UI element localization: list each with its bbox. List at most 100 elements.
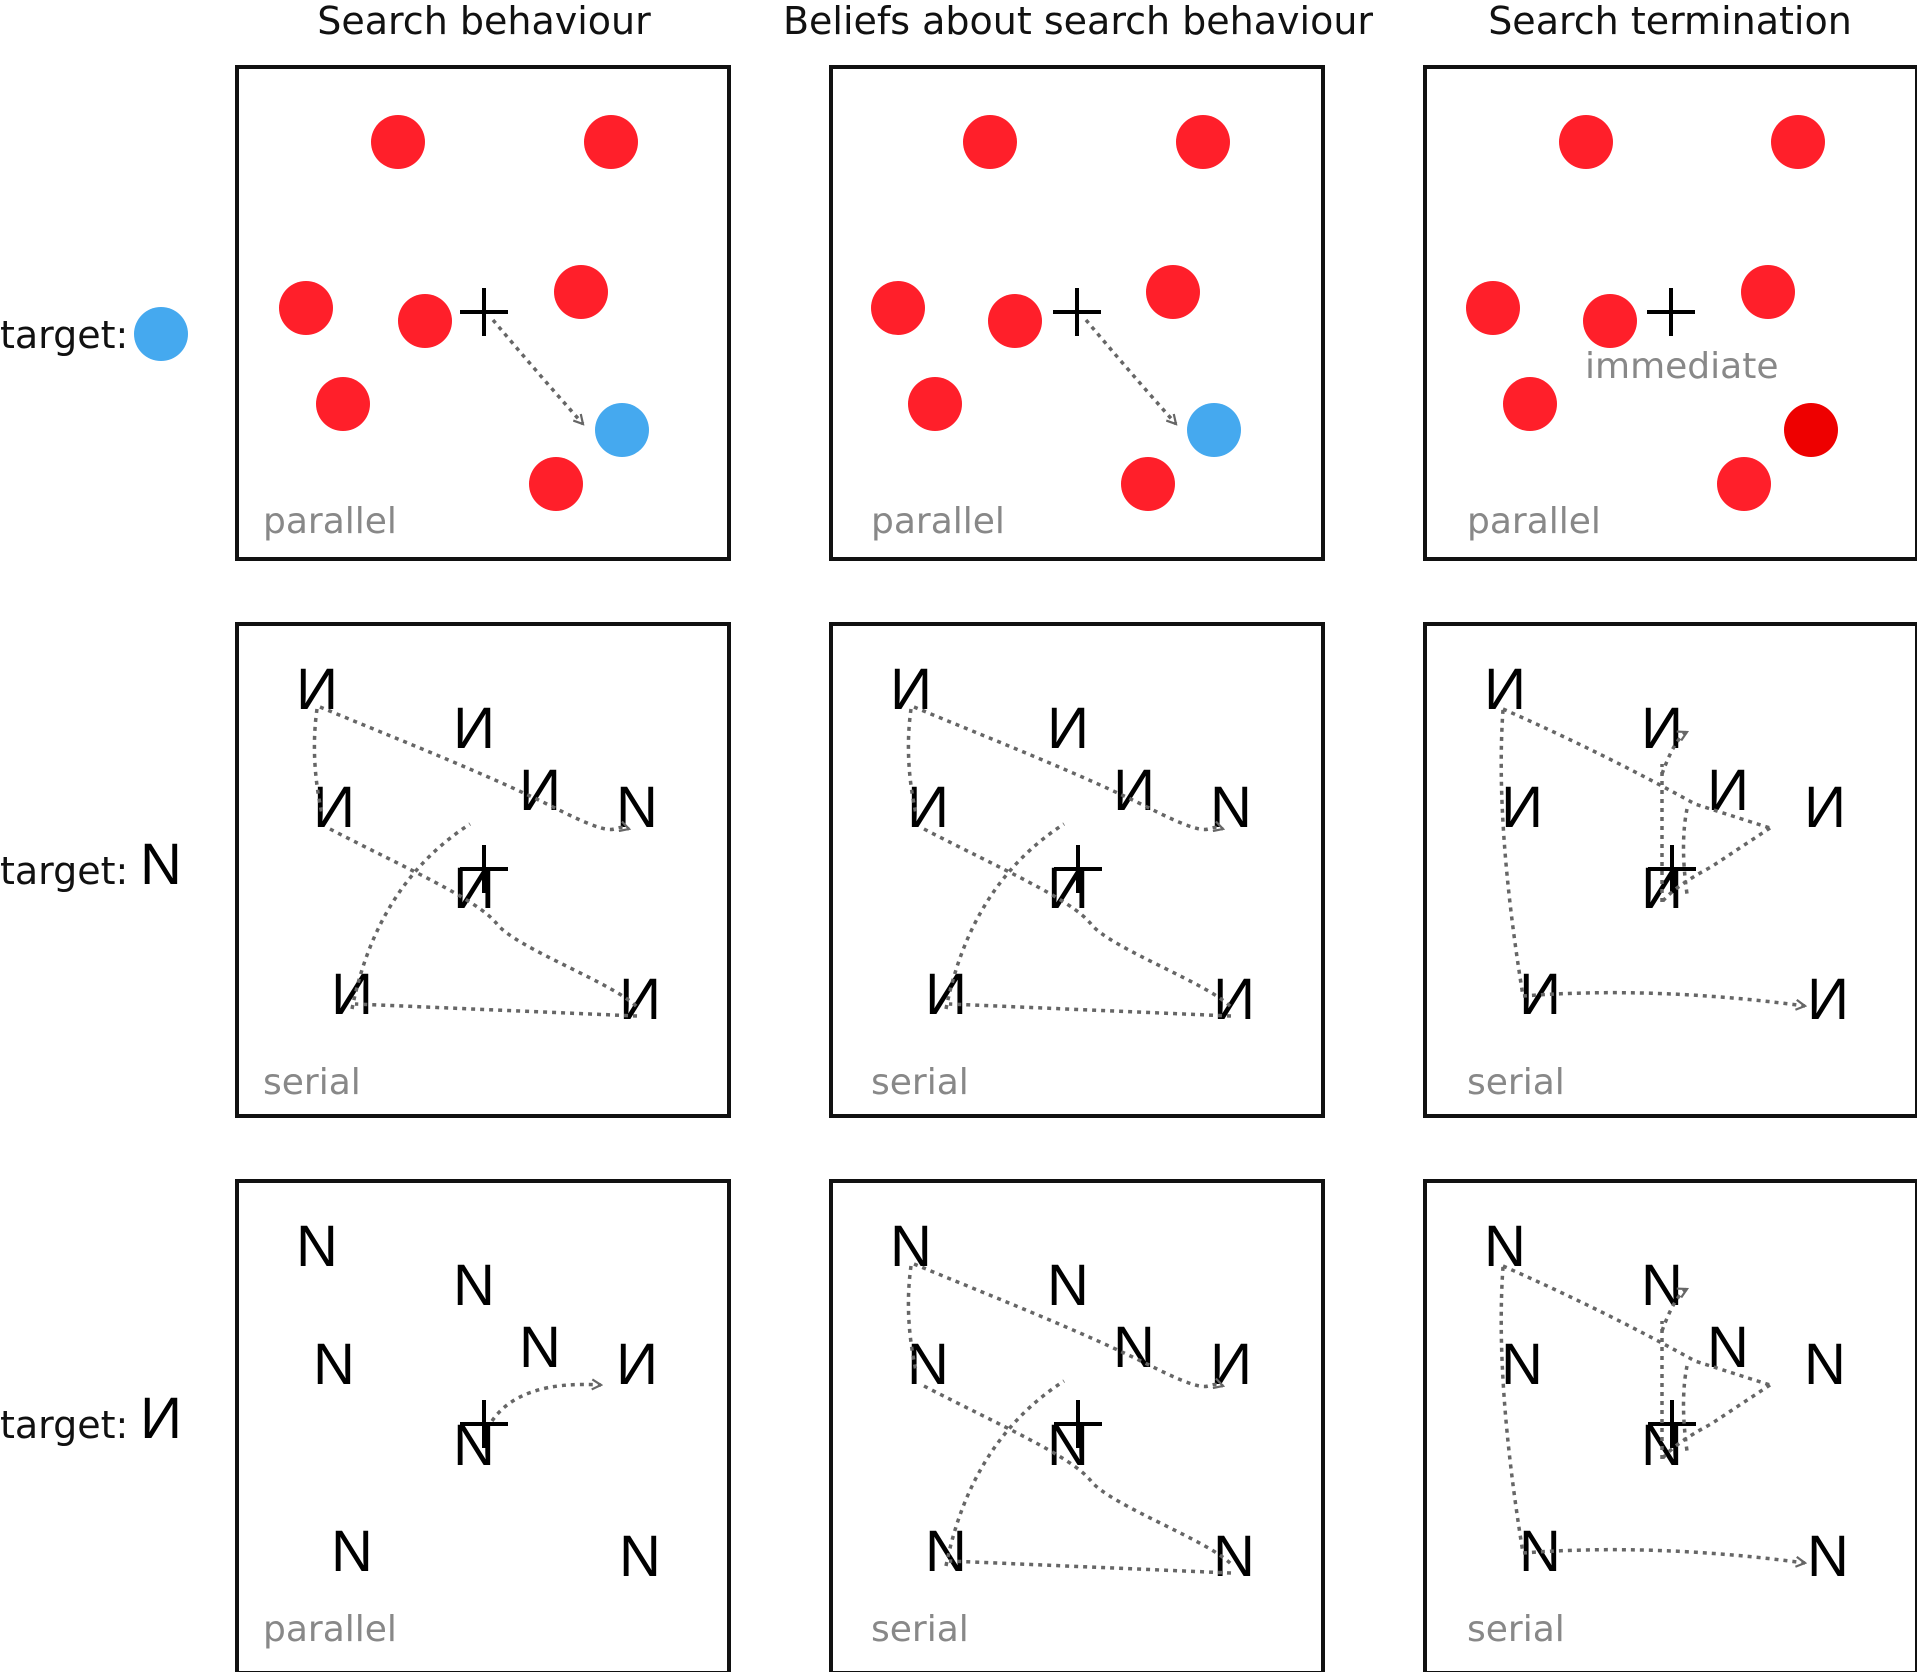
column-title-beliefs: Beliefs about search behaviour <box>783 0 1373 43</box>
distractor-disc <box>1717 457 1771 511</box>
fixation-cross <box>460 288 508 336</box>
search-path <box>1681 1365 1689 1452</box>
letter-n: N <box>1501 1332 1543 1397</box>
distractor-disc <box>1771 115 1825 169</box>
search-path <box>923 1384 1235 1568</box>
distractor-disc <box>988 294 1042 348</box>
panel-mode-label: serial <box>263 1062 361 1103</box>
immediate-termination-label: immediate <box>1585 346 1778 387</box>
panel-mode-label: parallel <box>263 501 397 542</box>
distractor-disc <box>871 281 925 335</box>
panel-mode-label: serial <box>871 1062 969 1103</box>
panel-mode-label: parallel <box>871 501 1005 542</box>
search-path <box>329 827 641 1011</box>
distractor-disc <box>584 115 638 169</box>
panel-mode-label: parallel <box>263 1609 397 1650</box>
letter-n: N <box>1807 1524 1849 1589</box>
fixation-cross <box>1054 1400 1102 1448</box>
letter-n: N <box>331 1519 373 1584</box>
search-path <box>906 1265 918 1372</box>
distractor-disc <box>279 281 333 335</box>
distractor-mirrored-n: N <box>453 856 495 921</box>
distractor-disc <box>1176 115 1230 169</box>
distractor-disc <box>316 377 370 431</box>
search-path <box>1660 730 1687 775</box>
distractor-mirrored-n: N <box>1501 775 1543 840</box>
distractor-mirrored-n: N <box>519 758 561 823</box>
letter-n: N <box>1484 1214 1526 1279</box>
letter-n: N <box>313 1332 355 1397</box>
search-path <box>913 705 1223 830</box>
distractor-disc <box>1583 294 1637 348</box>
distractor-disc <box>1121 457 1175 511</box>
target-disc <box>595 403 649 457</box>
search-path <box>354 1002 638 1018</box>
distractor-disc <box>1503 377 1557 431</box>
fixation-cross <box>1054 845 1102 893</box>
column-title-search-termination: Search termination <box>1488 0 1852 43</box>
distractor-mirrored-n: N <box>907 775 949 840</box>
panel-mode-label: serial <box>871 1609 969 1650</box>
search-path <box>944 822 1065 1010</box>
target-label: target: <box>0 849 128 893</box>
fixation-cross <box>1647 288 1695 336</box>
search-path <box>319 705 629 830</box>
fixation-cross <box>1648 845 1696 893</box>
row-1-target: target: <box>0 307 188 361</box>
last-item-disc <box>1784 403 1838 457</box>
distractor-mirrored-n: N <box>313 775 355 840</box>
distractor-mirrored-n: N <box>925 962 967 1027</box>
panel-mode-label: serial <box>1467 1062 1565 1103</box>
distractor-disc <box>554 265 608 319</box>
letter-n: N <box>619 1524 661 1589</box>
search-path <box>948 1559 1232 1575</box>
distractor-disc <box>1466 281 1520 335</box>
panel-mode-label: serial <box>1467 1609 1565 1650</box>
search-path <box>906 708 918 815</box>
distractor-disc <box>1146 265 1200 319</box>
search-path <box>948 1002 1232 1018</box>
distractor-mirrored-n: N <box>1804 775 1846 840</box>
distractor-disc <box>371 115 425 169</box>
distractor-disc <box>908 377 962 431</box>
distractor-disc <box>398 294 452 348</box>
search-path <box>1681 808 1689 895</box>
target-label: target: <box>0 313 128 357</box>
search-path <box>923 827 1235 1011</box>
panel-mode-label: parallel <box>1467 501 1601 542</box>
search-path <box>1499 1266 1525 1554</box>
fixation-cross <box>1648 1400 1696 1448</box>
distractor-mirrored-n: N <box>1047 696 1089 761</box>
search-path <box>913 1262 1223 1387</box>
distractor-mirrored-n: N <box>1113 758 1155 823</box>
search-path <box>1499 709 1525 997</box>
row-2-target: target: N <box>0 832 182 897</box>
fixation-cross <box>1053 288 1101 336</box>
distractor-mirrored-n: N <box>1484 657 1526 722</box>
distractor-mirrored-n: N <box>1707 758 1749 823</box>
letter-n: N <box>1047 1253 1089 1318</box>
distractor-mirrored-n: N <box>1047 856 1089 921</box>
letter-n: N <box>1113 1315 1155 1380</box>
distractor-mirrored-n: N <box>616 1332 658 1397</box>
search-path <box>944 1379 1065 1567</box>
letter-n: N <box>1641 1253 1683 1318</box>
target-letter: N <box>140 832 182 897</box>
search-path <box>350 822 471 1010</box>
search-path <box>1522 1547 1805 1563</box>
letter-n: N <box>1804 1332 1846 1397</box>
column-title-search-behaviour: Search behaviour <box>317 0 651 43</box>
letter-n: N <box>907 1332 949 1397</box>
distractor-disc <box>1741 265 1795 319</box>
letter-n: N <box>616 775 658 840</box>
letter-n: N <box>519 1315 561 1380</box>
distractor-mirrored-n: N <box>1210 1332 1252 1397</box>
distractor-disc <box>963 115 1017 169</box>
search-path <box>1522 990 1805 1006</box>
letter-n: N <box>453 1253 495 1318</box>
target-label: target: <box>0 1403 128 1447</box>
letter-n: N <box>1210 775 1252 840</box>
letter-n: N <box>925 1519 967 1584</box>
search-path <box>1660 1287 1687 1332</box>
